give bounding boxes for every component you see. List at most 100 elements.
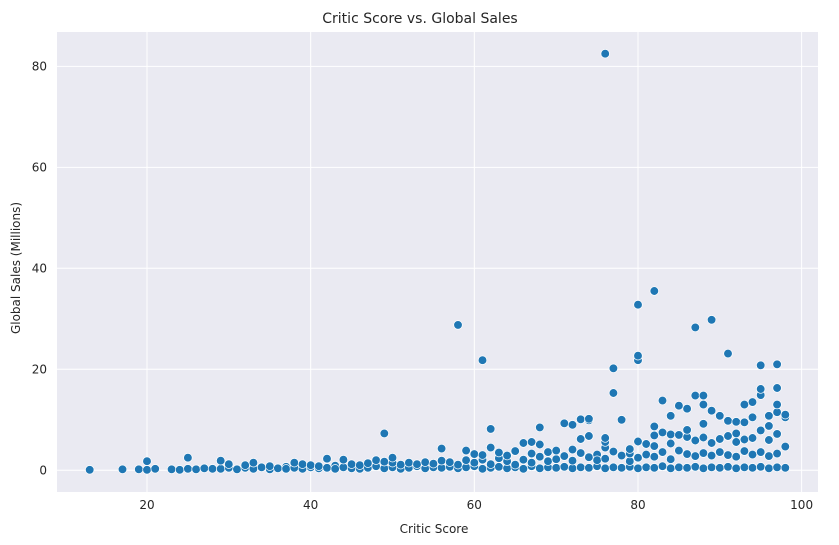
scatter-point	[567, 444, 578, 455]
scatter-point	[166, 464, 177, 474]
x-axis-ticks: 20 40 60 80 100	[139, 498, 813, 512]
scatter-point	[559, 418, 569, 428]
scatter-point	[518, 464, 529, 474]
scatter-point	[674, 462, 684, 472]
scatter-point	[698, 463, 709, 473]
scatter-point	[518, 438, 529, 448]
scatter-point	[486, 442, 496, 453]
scatter-point	[657, 461, 668, 471]
scatter-point	[747, 397, 758, 407]
x-tick-label: 20	[139, 498, 154, 512]
scatter-point	[756, 360, 766, 370]
scatter-point	[608, 462, 619, 472]
scatter-point	[674, 445, 684, 456]
scatter-point	[625, 444, 635, 454]
scatter-point	[772, 429, 782, 439]
scatter-point	[404, 458, 414, 468]
chart-title: Critic Score vs. Global Sales	[322, 11, 517, 27]
scatter-point	[772, 448, 782, 459]
scatter-point	[698, 390, 709, 401]
scatter-point	[543, 447, 553, 457]
scatter-point	[224, 459, 234, 469]
scatter-point	[633, 453, 643, 463]
scatter-point	[674, 401, 684, 411]
scatter-point	[551, 463, 561, 473]
grid-lines	[57, 32, 818, 492]
scatter-point	[723, 450, 733, 460]
scatter-point	[453, 460, 463, 470]
scatter-point	[706, 406, 717, 416]
scatter-point	[543, 456, 553, 466]
scatter-point	[600, 463, 610, 473]
scatter-point	[338, 455, 349, 465]
scatter-point	[142, 465, 152, 475]
scatter-point	[584, 431, 594, 441]
scatter-point	[690, 451, 700, 461]
scatter-point	[706, 438, 717, 448]
scatter-point	[183, 453, 193, 463]
scatter-point	[616, 450, 627, 461]
scatter-point	[567, 420, 578, 430]
scatter-point	[576, 414, 586, 424]
scatter-point	[387, 453, 398, 463]
scatter-point	[715, 447, 725, 457]
scatter-point	[723, 462, 733, 472]
scatter-point	[731, 437, 741, 447]
scatter-point	[731, 463, 741, 473]
scatter-point	[649, 421, 659, 432]
scatter-point	[756, 447, 766, 457]
scatter-point	[682, 449, 692, 459]
y-tick-label: 80	[32, 59, 47, 73]
scatter-point	[666, 438, 676, 449]
scatter-point	[649, 430, 659, 441]
scatter-point	[436, 443, 447, 454]
scatter-point	[379, 457, 389, 467]
x-axis-label: Critic Score	[400, 522, 469, 536]
scatter-point	[469, 449, 479, 459]
scatter-point	[608, 363, 619, 373]
scatter-point	[396, 460, 406, 470]
scatter-point	[191, 464, 201, 474]
y-tick-label: 60	[32, 160, 47, 174]
scatter-point	[436, 456, 447, 466]
scatter-point	[747, 412, 758, 422]
scatter-point	[674, 430, 684, 440]
y-tick-label: 0	[39, 463, 47, 477]
scatter-point	[322, 454, 332, 464]
scatter-point	[461, 455, 471, 465]
y-tick-label: 20	[32, 362, 47, 376]
scatter-point	[600, 433, 610, 443]
y-axis-ticks: 0 20 40 60 80	[32, 59, 47, 477]
scatter-point	[486, 459, 496, 469]
scatter-point	[764, 435, 774, 445]
scatter-point	[747, 433, 758, 443]
scatter-point	[633, 463, 643, 473]
scatter-point	[510, 446, 520, 456]
scatter-point	[698, 399, 709, 410]
scatter-point	[134, 464, 144, 474]
scatter-point	[649, 463, 659, 473]
scatter-point	[314, 461, 324, 471]
scatter-point	[469, 458, 479, 468]
scatter-point	[633, 351, 643, 361]
scatter-point	[739, 462, 750, 472]
scatter-point	[576, 462, 586, 472]
scatter-point	[526, 437, 537, 447]
scatter-point	[616, 463, 627, 473]
scatter-point	[216, 456, 226, 466]
y-axis-label: Global Sales (Millions)	[9, 202, 23, 334]
scatter-point	[240, 460, 250, 470]
scatter-point	[772, 383, 782, 393]
scatter-point	[584, 414, 594, 424]
scatter-point	[657, 447, 668, 457]
scatter-point	[657, 427, 668, 438]
scatter-point	[297, 459, 308, 469]
scatter-point	[535, 452, 545, 462]
scatter-point	[731, 417, 741, 427]
x-tick-label: 60	[467, 498, 482, 512]
scatter-point	[346, 459, 357, 469]
scatter-point	[477, 464, 488, 474]
scatter-point	[445, 457, 455, 467]
scatter-point	[289, 458, 299, 468]
